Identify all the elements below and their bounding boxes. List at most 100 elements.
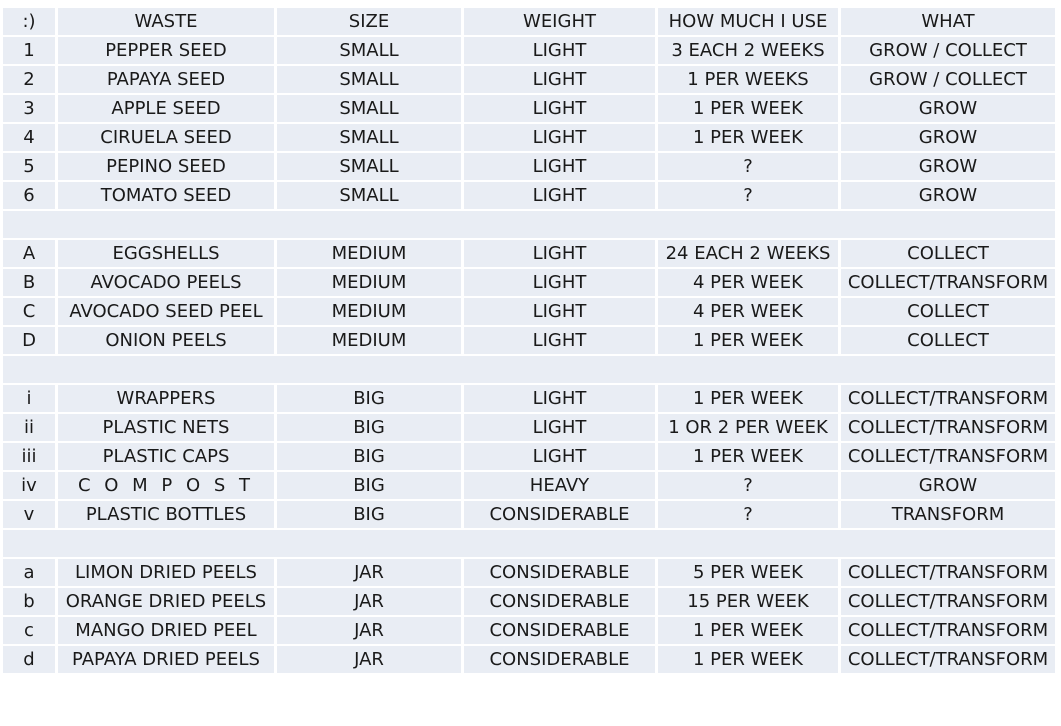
cell-id: i: [3, 385, 55, 412]
cell-weight: LIGHT: [464, 327, 655, 354]
cell-id: 1: [3, 37, 55, 64]
cell-what: COLLECT: [841, 298, 1055, 325]
table-row: b ORANGE DRIED PEELS JAR CONSIDERABLE 15 PER…: [3, 588, 1055, 615]
cell-size: SMALL: [277, 124, 461, 151]
table-row: B AVOCADO PEELS MEDIUM LIGHT 4 PER WEEK COLLE…: [3, 269, 1055, 296]
cell-what: COLLECT/TRANSFORM: [841, 443, 1055, 470]
cell-weight: LIGHT: [464, 298, 655, 325]
cell-what: COLLECT/TRANSFORM: [841, 588, 1055, 615]
cell-size: MEDIUM: [277, 327, 461, 354]
cell-size: BIG: [277, 443, 461, 470]
cell-id: a: [3, 559, 55, 586]
cell-usage: 1 OR 2 PER WEEK: [658, 414, 838, 441]
group-spacer-row: [3, 211, 1055, 238]
cell-id: 2: [3, 66, 55, 93]
cell-usage: ?: [658, 472, 838, 499]
table-row: C AVOCADO SEED PEEL MEDIUM LIGHT 4 PER WEEK C…: [3, 298, 1055, 325]
cell-id: iv: [3, 472, 55, 499]
cell-what: COLLECT/TRANSFORM: [841, 559, 1055, 586]
table-row: 3 APPLE SEED SMALL LIGHT 1 PER WEEK GROW: [3, 95, 1055, 122]
cell-waste: ONION PEELS: [58, 327, 274, 354]
cell-usage: 5 PER WEEK: [658, 559, 838, 586]
cell-usage: 3 EACH 2 WEEKS: [658, 37, 838, 64]
cell-what: COLLECT/TRANSFORM: [841, 385, 1055, 412]
cell-waste: APPLE SEED: [58, 95, 274, 122]
spacer-cell: [3, 530, 1055, 557]
cell-size: JAR: [277, 559, 461, 586]
cell-usage: 1 PER WEEK: [658, 124, 838, 151]
cell-waste: PAPAYA SEED: [58, 66, 274, 93]
cell-weight: CONSIDERABLE: [464, 646, 655, 673]
cell-waste: CIRUELA SEED: [58, 124, 274, 151]
cell-weight: LIGHT: [464, 124, 655, 151]
table-row: iii PLASTIC CAPS BIG LIGHT 1 PER WEEK COLLECT…: [3, 443, 1055, 470]
cell-size: BIG: [277, 414, 461, 441]
table-row: ii PLASTIC NETS BIG LIGHT 1 OR 2 PER WEEK COL…: [3, 414, 1055, 441]
cell-what: COLLECT/TRANSFORM: [841, 646, 1055, 673]
cell-weight: CONSIDERABLE: [464, 588, 655, 615]
cell-waste: PEPINO SEED: [58, 153, 274, 180]
cell-what: TRANSFORM: [841, 501, 1055, 528]
cell-waste: LIMON DRIED PEELS: [58, 559, 274, 586]
cell-what: GROW: [841, 95, 1055, 122]
cell-weight: LIGHT: [464, 414, 655, 441]
cell-weight: CONSIDERABLE: [464, 617, 655, 644]
table-row: A EGGSHELLS MEDIUM LIGHT 24 EACH 2 WEEKS COLL…: [3, 240, 1055, 267]
cell-what: COLLECT: [841, 240, 1055, 267]
cell-id: iii: [3, 443, 55, 470]
cell-usage: 4 PER WEEK: [658, 269, 838, 296]
cell-waste: PEPPER SEED: [58, 37, 274, 64]
cell-usage: 24 EACH 2 WEEKS: [658, 240, 838, 267]
cell-id: 4: [3, 124, 55, 151]
cell-waste: C O M P O S T: [58, 472, 274, 499]
table-row: 6 TOMATO SEED SMALL LIGHT? GROW: [3, 182, 1055, 209]
cell-waste: MANGO DRIED PEEL: [58, 617, 274, 644]
cell-usage: ?: [658, 182, 838, 209]
cell-weight: LIGHT: [464, 182, 655, 209]
cell-weight: LIGHT: [464, 95, 655, 122]
cell-what: COLLECT/TRANSFORM: [841, 414, 1055, 441]
cell-size: JAR: [277, 588, 461, 615]
cell-size: SMALL: [277, 153, 461, 180]
cell-size: SMALL: [277, 66, 461, 93]
cell-waste: ORANGE DRIED PEELS: [58, 588, 274, 615]
waste-table: :) WASTE SIZE WEIGHT HOW MUCH I USE WHAT…: [0, 6, 1058, 675]
cell-usage: 1 PER WEEK: [658, 646, 838, 673]
table-row: D ONION PEELS MEDIUM LIGHT 1 PER WEEK COLLECT: [3, 327, 1055, 354]
cell-weight: LIGHT: [464, 66, 655, 93]
header-cell-waste: WASTE: [58, 8, 274, 35]
cell-weight: LIGHT: [464, 443, 655, 470]
cell-waste: AVOCADO SEED PEEL: [58, 298, 274, 325]
cell-waste: EGGSHELLS: [58, 240, 274, 267]
cell-usage: 1 PER WEEK: [658, 95, 838, 122]
cell-id: 3: [3, 95, 55, 122]
group-spacer-row: [3, 356, 1055, 383]
cell-id: A: [3, 240, 55, 267]
table-row: i WRAPPERS BIG LIGHT 1 PER WEEK COLLECT/TRANS…: [3, 385, 1055, 412]
cell-id: c: [3, 617, 55, 644]
group-spacer-row: [3, 530, 1055, 557]
table-row: d PAPAYA DRIED PEELS JAR CONSIDERABLE 1 PER …: [3, 646, 1055, 673]
table-row: v PLASTIC BOTTLES BIG CONSIDERABLE? TRANSFOR…: [3, 501, 1055, 528]
cell-what: GROW / COLLECT: [841, 37, 1055, 64]
cell-size: MEDIUM: [277, 240, 461, 267]
cell-size: BIG: [277, 501, 461, 528]
header-cell-size: SIZE: [277, 8, 461, 35]
cell-size: JAR: [277, 646, 461, 673]
cell-size: MEDIUM: [277, 298, 461, 325]
cell-what: COLLECT/TRANSFORM: [841, 269, 1055, 296]
cell-what: COLLECT/TRANSFORM: [841, 617, 1055, 644]
cell-size: SMALL: [277, 182, 461, 209]
header-cell-weight: WEIGHT: [464, 8, 655, 35]
spacer-cell: [3, 356, 1055, 383]
cell-id: C: [3, 298, 55, 325]
cell-waste: AVOCADO PEELS: [58, 269, 274, 296]
cell-size: SMALL: [277, 37, 461, 64]
cell-id: 6: [3, 182, 55, 209]
header-cell-usage: HOW MUCH I USE: [658, 8, 838, 35]
cell-what: GROW: [841, 182, 1055, 209]
cell-id: v: [3, 501, 55, 528]
cell-size: BIG: [277, 472, 461, 499]
header-row: :) WASTE SIZE WEIGHT HOW MUCH I USE WHAT: [3, 8, 1055, 35]
cell-weight: LIGHT: [464, 385, 655, 412]
